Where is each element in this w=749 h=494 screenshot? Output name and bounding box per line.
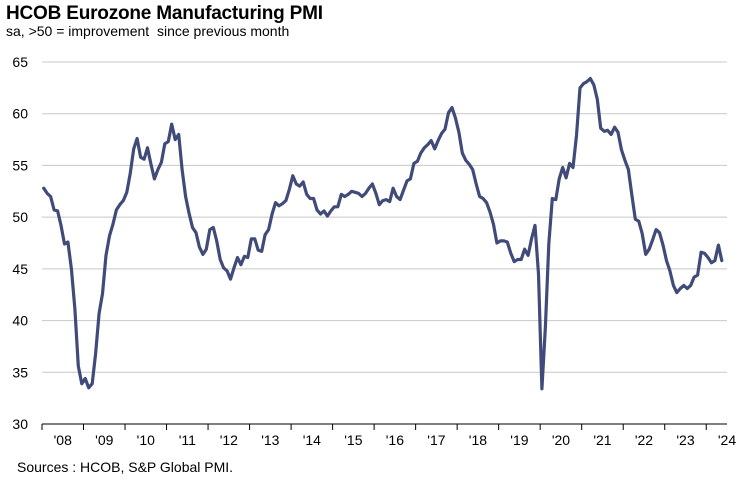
y-axis-ticks: 30 35 40 45 50 55 60 65 [12,54,28,432]
series-line-0 [42,76,724,391]
x-tick-label: '23 [676,432,694,448]
source-note: Sources : HCOB, S&P Global PMI. [17,459,234,475]
y-tick-label: 65 [12,54,28,70]
y-tick-label: 50 [12,209,28,225]
x-tick-label: '21 [593,432,611,448]
x-tick-label: '11 [179,432,196,448]
x-axis: '08 '09 '10 '11 '12 '13 '14 '15 '16 '17 '18 '19 '20 '… [41,423,736,448]
x-tick-label: '13 [261,432,279,448]
y-tick-label: 45 [12,261,28,277]
gridlines [42,61,727,373]
x-tick-label: '20 [552,432,570,448]
x-tick-label: '18 [469,432,487,448]
x-tick-label: '10 [137,432,155,448]
chart-title: HCOB Eurozone Manufacturing PMI [6,3,323,24]
x-tick-label: '15 [344,432,362,448]
y-tick-label: 40 [12,313,28,329]
x-tick-label: '16 [386,432,404,448]
y-tick-label: 35 [12,364,28,380]
y-tick-label: 60 [12,106,28,122]
x-tick-label: '08 [54,432,72,448]
chart-subtitle: sa, >50 = improvement since previous mon… [6,23,290,39]
x-tick-label: '17 [427,432,445,448]
x-tick-label: '09 [95,432,113,448]
x-tick-label: '24 [718,432,736,448]
x-tick-label: '22 [635,432,653,448]
x-tick-label: '19 [510,432,528,448]
y-tick-label: 55 [12,157,28,173]
y-tick-label: 30 [12,416,28,432]
x-tick-label: '14 [303,432,321,448]
series-group [42,76,724,391]
x-tick-label: '12 [220,432,238,448]
